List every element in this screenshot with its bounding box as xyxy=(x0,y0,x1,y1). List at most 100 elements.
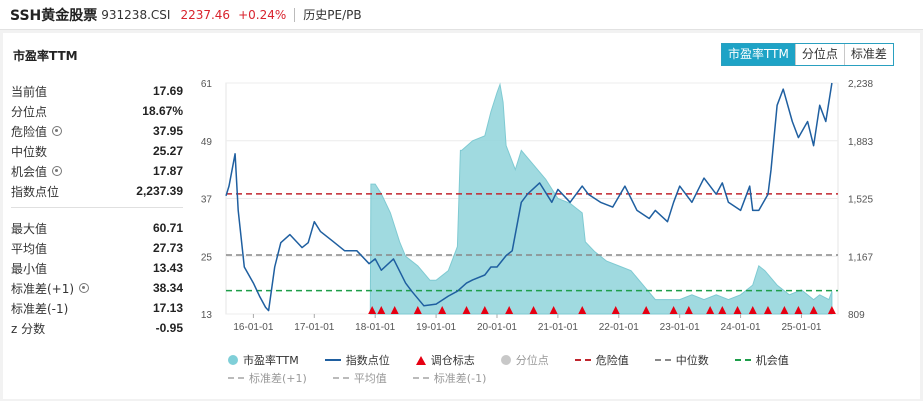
legend-item[interactable]: 危险值 xyxy=(574,352,629,368)
rebalance-marker xyxy=(669,306,678,314)
rebalance-marker xyxy=(733,306,742,314)
y-right-tick-label: 1,167 xyxy=(848,252,873,263)
legend-swatch-icon xyxy=(500,355,511,365)
y-right-tick-label: 1,525 xyxy=(848,195,873,206)
legend-swatch-icon xyxy=(332,377,349,379)
legend-item[interactable]: 中位数 xyxy=(654,352,709,368)
legend-item[interactable]: 指数点位 xyxy=(324,352,390,368)
stats-table: 当前值 17.69 分位点 18.67% 危险值 37.95 中位数 25.27 机会值 17.8… xyxy=(11,81,183,338)
chart-legend: 市盈率TTM 指数点位 调仓标志 分位点 危险值 中位数 机会值 标准差(+1) 平均值 标准差… xyxy=(228,351,868,387)
rebalance-marker xyxy=(809,306,818,314)
x-tick-label: 24-01-01 xyxy=(721,322,761,333)
legend-swatch-icon xyxy=(654,359,671,361)
legend-item[interactable]: 市盈率TTM xyxy=(228,352,299,368)
legend-item[interactable]: 标准差(-1) xyxy=(412,370,487,386)
stat-value: 13.43 xyxy=(152,261,183,275)
stat-label: 标准差(-1) xyxy=(11,300,68,317)
stat-value: 17.13 xyxy=(152,301,183,315)
metric-tabs: 市盈率TTM 分位点 标准差 xyxy=(721,43,894,66)
legend-swatch-icon xyxy=(324,359,341,361)
stat-bottom-row: 标准差(-1) 17.13 xyxy=(11,298,183,318)
legend-label: 标准差(-1) xyxy=(433,372,487,385)
rebalance-marker xyxy=(462,306,471,314)
tab-1[interactable]: 分位点 xyxy=(794,44,844,65)
legend-swatch-icon xyxy=(574,359,591,361)
x-tick-label: 17-01-01 xyxy=(294,322,334,333)
stat-value: 18.67% xyxy=(142,104,183,118)
stat-label: 当前值 xyxy=(11,83,47,100)
legend-swatch-icon xyxy=(734,359,751,361)
stat-bottom-row: z 分数 -0.95 xyxy=(11,318,183,338)
gear-icon[interactable] xyxy=(52,166,63,176)
stat-label-text: 指数点位 xyxy=(11,184,60,199)
rebalance-marker xyxy=(611,306,620,314)
stat-label-text: 中位数 xyxy=(11,144,48,159)
stat-label-text: 最大值 xyxy=(11,221,48,236)
history-pe-pb-link[interactable]: 历史PE/PB xyxy=(303,8,362,22)
rebalance-marker xyxy=(642,306,651,314)
rebalance-marker xyxy=(390,306,399,314)
legend-item[interactable]: 平均值 xyxy=(332,370,387,386)
divider xyxy=(294,7,296,22)
index-code: 931238.CSI xyxy=(101,7,171,22)
legend-item[interactable]: 分位点 xyxy=(500,352,549,368)
rebalance-marker xyxy=(480,306,489,314)
stat-bottom-row: 平均值 27.73 xyxy=(11,238,183,258)
stat-label-text: 平均值 xyxy=(11,241,48,256)
stat-value: 37.95 xyxy=(152,124,183,138)
x-tick-label: 18-01-01 xyxy=(355,322,395,333)
legend-swatch-icon xyxy=(415,355,426,365)
legend-swatch-icon xyxy=(228,355,238,365)
legend-swatch-icon xyxy=(412,377,429,379)
stat-top-row: 当前值 17.69 xyxy=(11,81,183,101)
y-left-tick-label: 61 xyxy=(201,79,213,90)
x-tick-label: 20-01-01 xyxy=(477,322,517,333)
stat-value: 60.71 xyxy=(152,221,183,235)
stat-label: 最小值 xyxy=(11,260,47,277)
stat-label-text: 机会值 xyxy=(11,164,48,179)
rebalance-marker xyxy=(684,306,693,314)
legend-label: 机会值 xyxy=(755,354,789,367)
stat-value: 2,237.39 xyxy=(136,184,183,198)
stat-label-text: 分位点 xyxy=(11,104,48,119)
index-name: SSH黄金股票 xyxy=(10,7,98,24)
x-tick-label: 16-01-01 xyxy=(233,322,273,333)
stat-top-row: 中位数 25.27 xyxy=(11,141,183,161)
legend-label: 中位数 xyxy=(675,354,709,367)
gear-icon[interactable] xyxy=(79,283,90,293)
rebalance-marker xyxy=(438,306,447,314)
valuation-panel: 61 49 37 25 13 2,238 1,883 1,525 1,167 809 16-01-0… xyxy=(3,33,920,399)
stat-bottom-row: 标准差(+1) 38.34 xyxy=(11,278,183,298)
legend-item[interactable]: 调仓标志 xyxy=(415,352,475,368)
legend-item[interactable]: 机会值 xyxy=(734,352,789,368)
index-change: +0.24% xyxy=(238,7,287,22)
y-right-tick-label: 809 xyxy=(848,310,865,321)
stat-label-text: 标准差(+1) xyxy=(11,281,75,296)
stat-label: 平均值 xyxy=(11,240,47,257)
rebalance-marker xyxy=(368,306,377,314)
stat-top-row: 机会值 17.87 xyxy=(11,161,183,181)
rebalance-marker xyxy=(413,306,422,314)
y-right-tick-label: 1,883 xyxy=(848,137,873,148)
stat-label-text: 最小值 xyxy=(11,261,48,276)
stat-label: 标准差(+1) xyxy=(11,280,90,297)
stat-value: 25.27 xyxy=(152,144,183,158)
stat-value: -0.95 xyxy=(155,321,183,335)
rebalance-marker xyxy=(578,306,587,314)
stat-label-text: 危险值 xyxy=(11,124,48,139)
stat-top-row: 危险值 37.95 xyxy=(11,121,183,141)
rebalance-marker xyxy=(529,306,538,314)
panel-title: 市盈率TTM xyxy=(13,49,78,63)
tab-2[interactable]: 标准差 xyxy=(843,44,893,65)
rebalance-marker xyxy=(505,306,514,314)
tab-0[interactable]: 市盈率TTM xyxy=(722,44,795,65)
stat-label-text: 当前值 xyxy=(11,84,48,99)
legend-label: 标准差(+1) xyxy=(249,372,307,385)
stat-label: z 分数 xyxy=(11,320,45,337)
stat-bottom-row: 最大值 60.71 xyxy=(11,218,183,238)
legend-item[interactable]: 标准差(+1) xyxy=(228,370,307,386)
gear-icon[interactable] xyxy=(52,126,63,136)
x-tick-label: 22-01-01 xyxy=(599,322,639,333)
top-bar: SSH黄金股票 931238.CSI 2237.46 +0.24% 历史PE/P… xyxy=(0,0,923,30)
legend-swatch-icon xyxy=(228,377,244,379)
